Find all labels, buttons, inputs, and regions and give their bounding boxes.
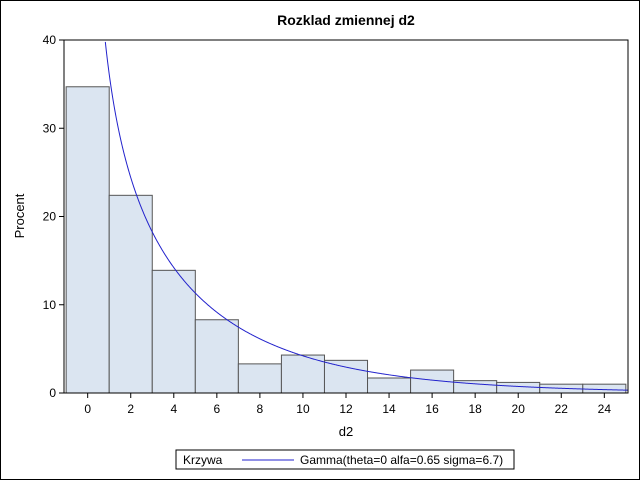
x-tick-label: 14 (382, 402, 396, 416)
curve-layer (104, 41, 629, 391)
y-axis-title: Procent (12, 193, 27, 238)
gamma-curve (104, 41, 629, 391)
x-tick-label: 8 (257, 402, 264, 416)
legend-box (175, 449, 515, 470)
x-tick-label: 18 (468, 402, 482, 416)
histogram-bar (582, 383, 627, 394)
histogram-bar (108, 194, 153, 394)
histogram-bar (323, 359, 369, 394)
x-tick-label: 10 (296, 402, 310, 416)
x-axis: 0 2 4 6 8 10 12 14 16 18 20 22 24 (84, 393, 611, 416)
y-tick-label: 10 (43, 298, 57, 312)
y-tick-label: 0 (49, 386, 56, 400)
x-tick-label: 20 (512, 402, 526, 416)
y-tick-label: 20 (43, 210, 57, 224)
y-tick-label: 30 (43, 121, 57, 135)
bars-layer (65, 86, 627, 394)
y-axis: 0 10 20 30 40 (43, 33, 64, 400)
x-tick-label: 6 (213, 402, 220, 416)
y-tick-label: 40 (43, 33, 57, 47)
histogram-bar (237, 363, 282, 394)
x-tick-label: 22 (555, 402, 569, 416)
chart-title: Rozklad zmiennej d2 (277, 12, 415, 28)
x-tick-label: 24 (598, 402, 612, 416)
histogram-bar (194, 319, 239, 394)
histogram-bar (367, 377, 412, 394)
x-axis-title: d2 (339, 424, 353, 439)
x-tick-label: 2 (127, 402, 134, 416)
x-tick-label: 0 (84, 402, 91, 416)
histogram-bar (151, 269, 196, 394)
histogram-bar (65, 86, 110, 394)
legend: Krzywa Gamma(theta=0 alfa=0.65 sigma=6.7… (175, 449, 515, 470)
legend-curve-label: Gamma(theta=0 alfa=0.65 sigma=6.7) (300, 453, 503, 467)
x-tick-label: 12 (339, 402, 353, 416)
x-tick-label: 4 (170, 402, 177, 416)
histogram-bar (496, 381, 541, 394)
x-tick-label: 16 (425, 402, 439, 416)
legend-title: Krzywa (183, 453, 223, 467)
